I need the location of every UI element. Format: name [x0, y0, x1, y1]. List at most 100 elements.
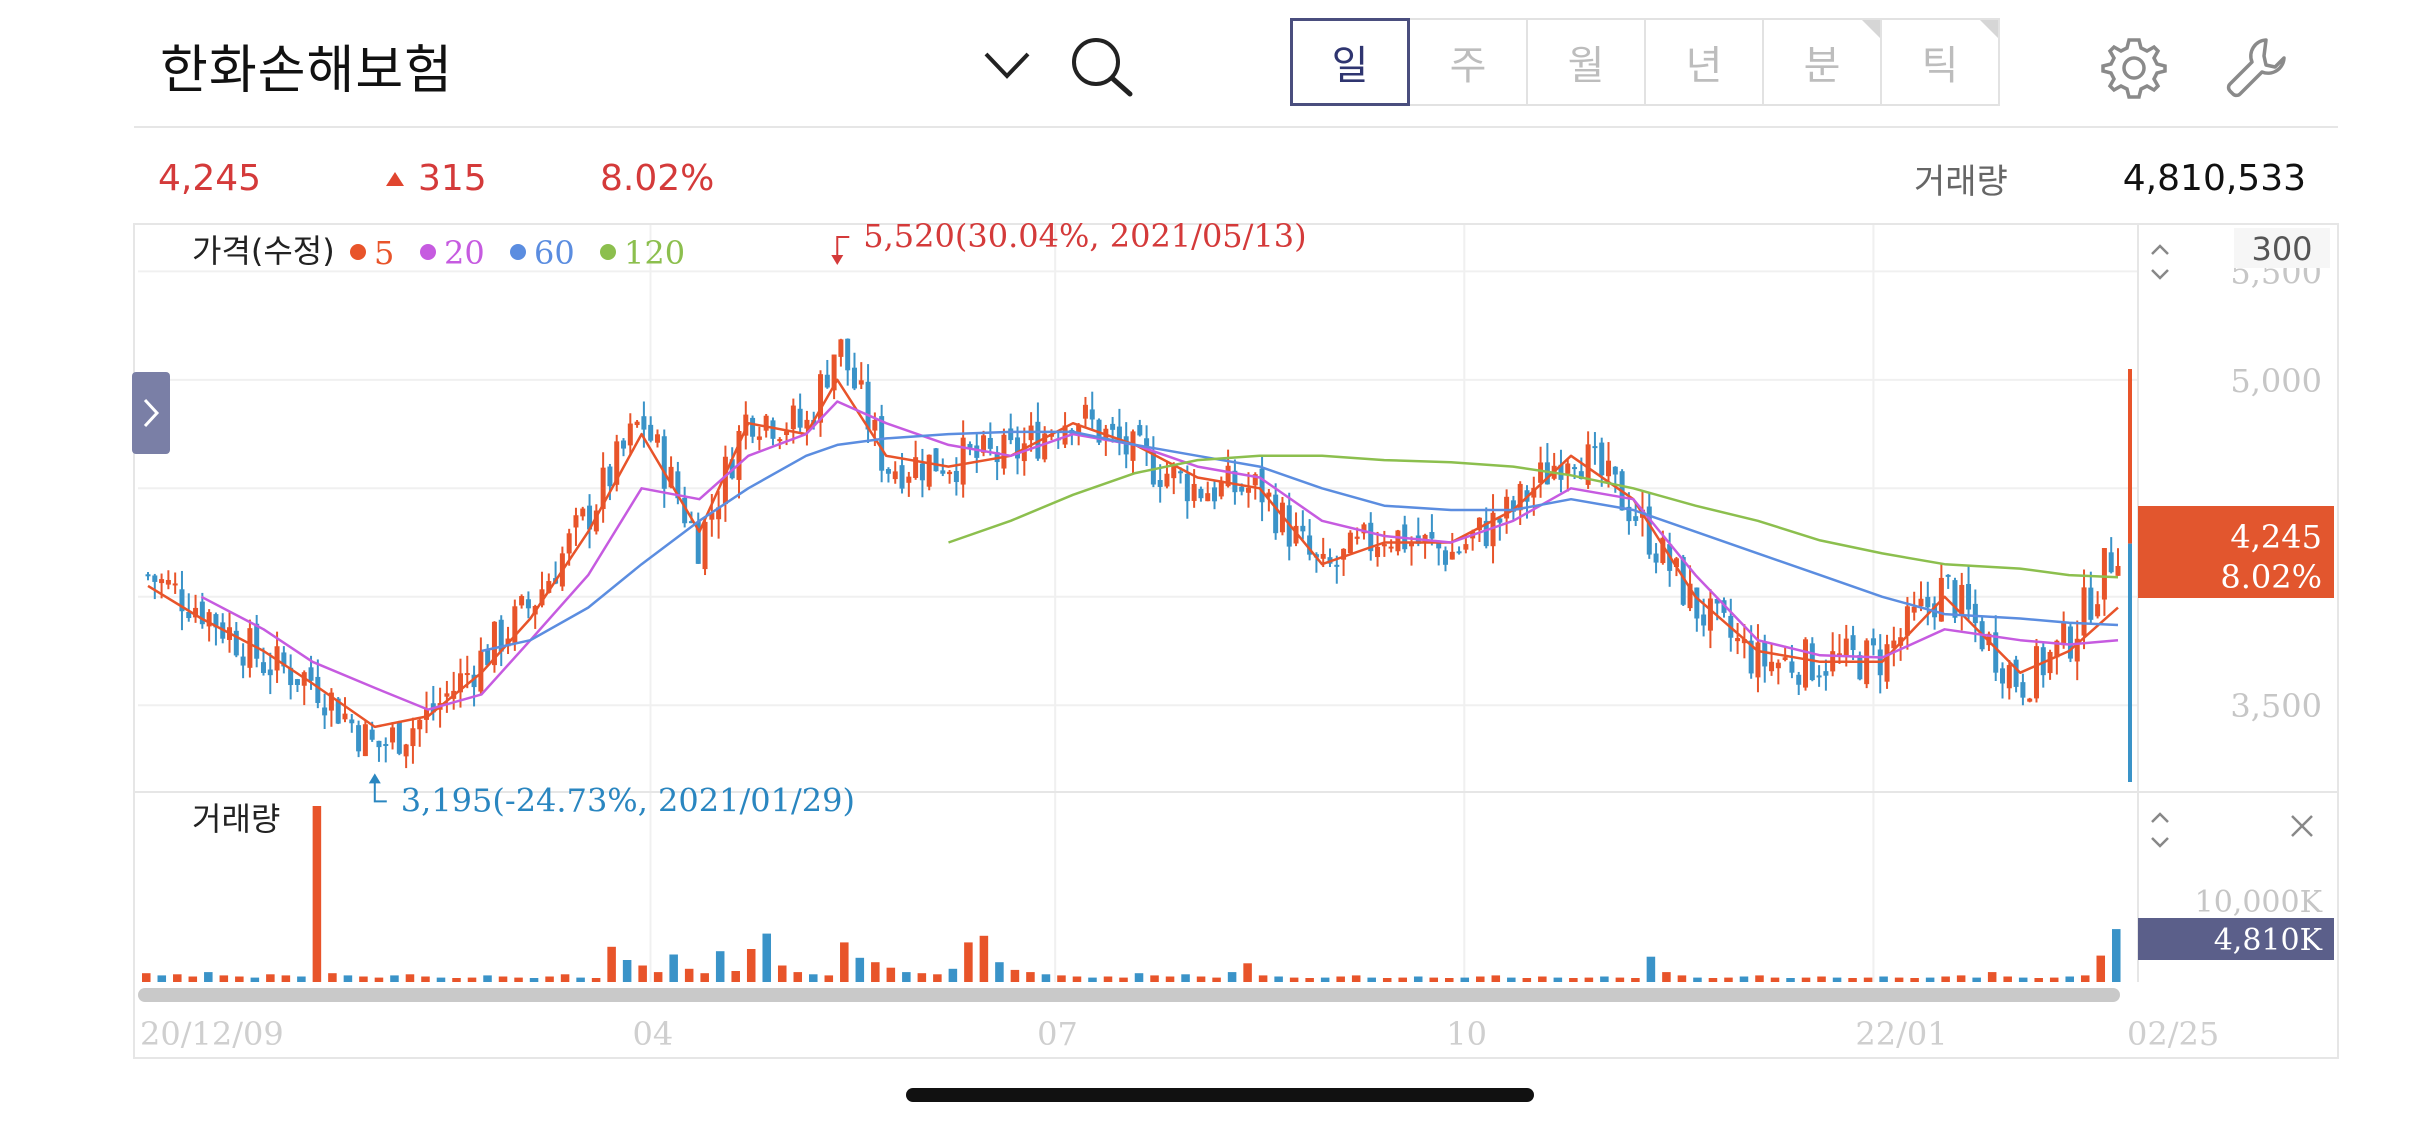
x-axis-label: 04: [633, 1015, 674, 1053]
volume-bar: [1165, 976, 1175, 982]
volume-bar: [591, 978, 601, 982]
candle-body: [1782, 657, 1788, 660]
candle-body: [851, 367, 857, 389]
period-tab-1[interactable]: 주: [1408, 18, 1528, 106]
volume-bar: [1476, 976, 1485, 982]
candle-body: [417, 719, 423, 730]
period-tab-4[interactable]: 분: [1762, 18, 1882, 106]
candle-body: [885, 468, 891, 474]
candle-body: [335, 698, 341, 724]
ma-line-60: [481, 430, 2119, 653]
chart-border: [133, 223, 2339, 1059]
candle-body: [1476, 517, 1482, 531]
candle-body: [464, 673, 470, 676]
volume-bar: [173, 974, 182, 982]
candle-body: [648, 424, 654, 441]
period-tab-0[interactable]: 일: [1290, 18, 1410, 106]
volume-bar: [1941, 976, 1950, 982]
volume-bar: [638, 965, 647, 982]
ma-legend-dot: [510, 244, 526, 260]
candle-body: [2061, 622, 2067, 646]
volume-bar: [1662, 972, 1671, 982]
volume-bar: [142, 973, 151, 982]
candle-body: [790, 405, 796, 430]
candle-body: [845, 338, 851, 371]
candle-body: [362, 724, 368, 757]
stock-title[interactable]: 한화손해보험: [160, 41, 454, 101]
candle-body: [1558, 464, 1564, 480]
chart-frame: [133, 223, 2339, 1059]
period-tab-3[interactable]: 년: [1644, 18, 1764, 106]
candle-body: [981, 435, 987, 453]
high-annotation: 5,520(30.04%, 2021/05/13): [863, 217, 1306, 255]
volume-bar: [1553, 977, 1563, 982]
volume-bar: [1181, 974, 1190, 982]
candle-body: [349, 719, 355, 724]
volume-bar: [1677, 975, 1687, 982]
candle-body: [213, 614, 219, 628]
home-indicator[interactable]: [906, 1088, 1534, 1102]
candle-body: [987, 437, 993, 449]
volume-bar: [467, 977, 477, 982]
volume-bar: [1010, 969, 1020, 982]
volume-bar: [762, 933, 772, 982]
volume-bar: [1708, 978, 1718, 982]
candle-body: [1354, 536, 1360, 539]
volume-bar: [1134, 973, 1144, 982]
candle-body: [1089, 409, 1095, 420]
high-arrow-icon: [831, 255, 844, 266]
candle-body: [906, 476, 912, 483]
volume-bar: [700, 973, 709, 982]
candle-body: [1123, 436, 1129, 455]
volume-bar: [374, 977, 384, 982]
volume-bar: [1460, 977, 1470, 982]
period-tab-5[interactable]: 틱: [1880, 18, 2000, 106]
volume-bar: [1088, 977, 1097, 982]
candle-body: [322, 707, 328, 716]
scroll-track[interactable]: [138, 988, 2120, 1002]
candle-body: [1966, 584, 1972, 610]
chart-grid: [138, 224, 2138, 982]
volume-panel-label: 거래량: [192, 800, 280, 838]
settings-button[interactable]: [2096, 30, 2172, 106]
volume-bar: [250, 977, 260, 982]
side-panel-toggle[interactable]: [132, 372, 170, 454]
stock-dropdown-button[interactable]: [972, 36, 1042, 96]
x-axis-label: 07: [1037, 1015, 1078, 1053]
candle-body: [1395, 530, 1401, 552]
volume-bar: [545, 976, 554, 982]
x-axis-label: 02/25: [2127, 1015, 2219, 1053]
chevron-up-icon: [2151, 244, 2169, 255]
candle-body: [1157, 480, 1163, 487]
gear-icon: [2101, 38, 2167, 99]
low-annotation: 3,195(-24.73%, 2021/01/29): [401, 781, 855, 819]
candle-body: [1701, 614, 1707, 626]
search-button[interactable]: [1062, 30, 1142, 102]
volume-bar: [235, 976, 244, 982]
volume-bar: [1972, 977, 1981, 982]
volume-value: 4,810,533: [2122, 158, 2306, 199]
price-change: 315: [418, 158, 487, 199]
candle-body: [2006, 665, 2012, 689]
ma-legend-dot: [350, 244, 366, 260]
candle-body: [1252, 474, 1258, 486]
candle-body: [247, 628, 253, 668]
candle-body: [573, 515, 579, 528]
candle-body: [593, 510, 599, 532]
scale-box[interactable]: [2234, 228, 2330, 268]
volume-bar: [1507, 977, 1516, 982]
resize-arrows-icon[interactable]: [2151, 812, 2169, 848]
close-volume-panel-button[interactable]: [2291, 815, 2313, 837]
volume-bar: [483, 975, 492, 982]
resize-arrows-icon[interactable]: [2151, 244, 2169, 280]
volume-bar: [204, 972, 213, 982]
candle-body: [777, 439, 783, 442]
volume-bar: [297, 976, 306, 982]
candle-body: [1687, 583, 1693, 609]
candle-body: [1735, 638, 1741, 642]
tools-button[interactable]: [2220, 30, 2296, 106]
volume-bar: [1041, 974, 1051, 982]
ma-legend-label: 60: [534, 234, 575, 272]
volume-bar: [622, 960, 632, 982]
